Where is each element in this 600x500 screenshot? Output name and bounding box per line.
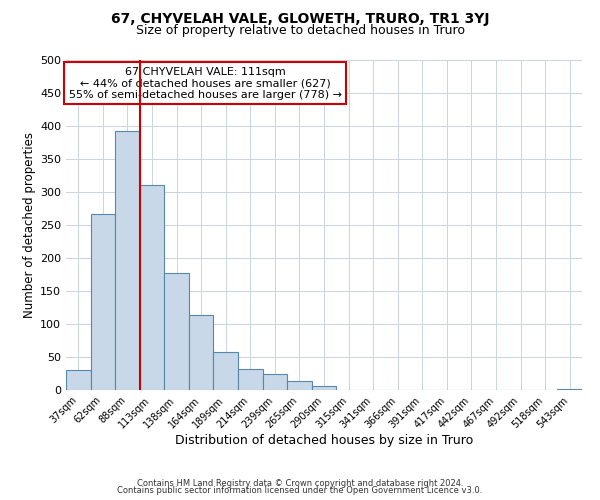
Text: Contains HM Land Registry data © Crown copyright and database right 2024.: Contains HM Land Registry data © Crown c… <box>137 478 463 488</box>
Text: Contains public sector information licensed under the Open Government Licence v3: Contains public sector information licen… <box>118 486 482 495</box>
Bar <box>66 370 91 390</box>
Bar <box>312 386 336 390</box>
Bar <box>189 316 214 390</box>
Bar <box>91 214 115 390</box>
Bar <box>140 186 164 390</box>
X-axis label: Distribution of detached houses by size in Truro: Distribution of detached houses by size … <box>175 434 473 447</box>
Text: Size of property relative to detached houses in Truro: Size of property relative to detached ho… <box>136 24 464 37</box>
Bar <box>238 369 263 390</box>
Bar <box>263 374 287 390</box>
Y-axis label: Number of detached properties: Number of detached properties <box>23 132 36 318</box>
Bar <box>214 352 238 390</box>
Bar <box>115 130 140 390</box>
Bar <box>557 388 582 390</box>
Text: 67 CHYVELAH VALE: 111sqm
← 44% of detached houses are smaller (627)
55% of semi-: 67 CHYVELAH VALE: 111sqm ← 44% of detach… <box>69 66 342 100</box>
Bar <box>287 381 312 390</box>
Text: 67, CHYVELAH VALE, GLOWETH, TRURO, TR1 3YJ: 67, CHYVELAH VALE, GLOWETH, TRURO, TR1 3… <box>111 12 489 26</box>
Bar <box>164 272 189 390</box>
